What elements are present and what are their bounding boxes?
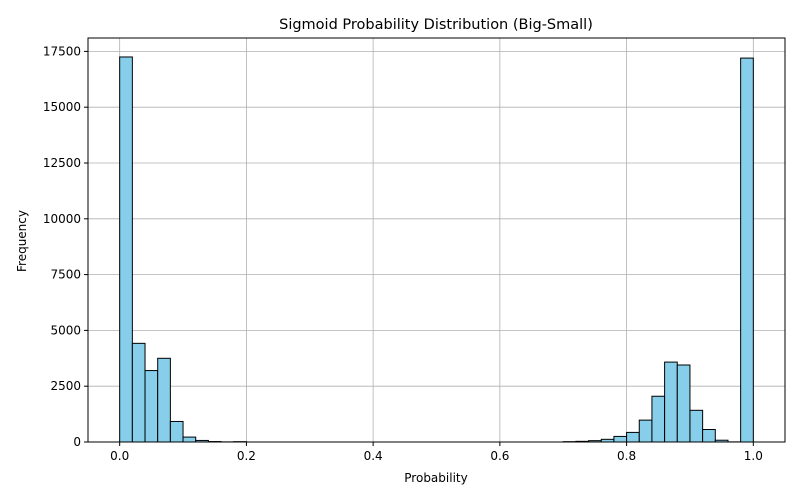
histogram-bar bbox=[144, 370, 159, 443]
histogram-bar bbox=[740, 57, 754, 443]
y-tick-label: 0 bbox=[73, 435, 81, 449]
histogram-bar bbox=[651, 395, 666, 443]
histogram-bar bbox=[702, 429, 716, 443]
x-tick-label: 0.6 bbox=[490, 449, 509, 463]
y-tick-label: 12500 bbox=[43, 156, 81, 170]
histogram-bar bbox=[119, 56, 133, 443]
histogram-bar bbox=[131, 342, 146, 443]
y-tick-label: 17500 bbox=[43, 44, 81, 58]
histogram-bar bbox=[664, 361, 678, 443]
histogram-bar bbox=[613, 435, 628, 443]
histogram-bar bbox=[169, 420, 184, 443]
y-tick-label: 10000 bbox=[43, 212, 81, 226]
chart-title: Sigmoid Probability Distribution (Big-Sm… bbox=[279, 17, 593, 33]
x-axis-ticks: 0.0 0.2 0.4 0.6 0.8 1.0 bbox=[110, 442, 763, 463]
plot-frame bbox=[87, 37, 786, 443]
histogram-bar bbox=[626, 431, 640, 443]
x-tick-label: 0.8 bbox=[617, 449, 636, 463]
x-tick-label: 0.0 bbox=[110, 449, 129, 463]
y-tick-label: 2500 bbox=[50, 379, 81, 393]
y-tick-label: 5000 bbox=[50, 323, 81, 337]
histogram-bars bbox=[119, 56, 754, 443]
histogram-bar bbox=[689, 409, 704, 443]
y-tick-label: 7500 bbox=[50, 268, 81, 282]
histogram-bar bbox=[638, 419, 653, 443]
y-axis-ticks: 0 2500 5000 7500 10000 12500 15000 17500 bbox=[43, 44, 88, 449]
x-axis-label: Probability bbox=[404, 471, 467, 485]
histogram-bar bbox=[157, 357, 171, 443]
y-tick-label: 15000 bbox=[43, 100, 81, 114]
histogram-bar bbox=[676, 364, 691, 443]
histogram-bar bbox=[182, 436, 197, 443]
x-tick-label: 0.4 bbox=[364, 449, 383, 463]
x-tick-label: 0.2 bbox=[237, 449, 256, 463]
x-tick-label: 1.0 bbox=[744, 449, 763, 463]
y-axis-label: Frequency bbox=[15, 210, 29, 272]
